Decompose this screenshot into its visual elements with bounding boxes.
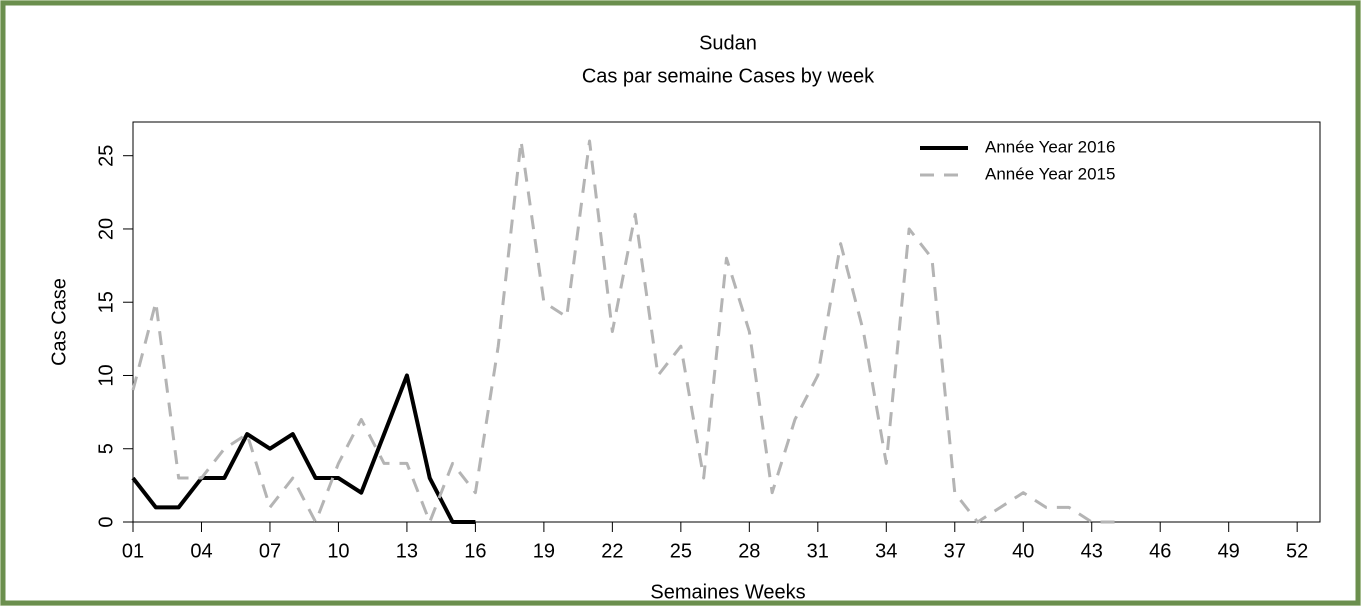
chart-title: Sudan xyxy=(699,32,757,54)
plot-area xyxy=(132,121,1321,523)
x-tick-label: 40 xyxy=(1012,540,1034,562)
x-tick-label: 46 xyxy=(1149,540,1171,562)
x-tick-label: 16 xyxy=(464,540,486,562)
x-tick-label: 04 xyxy=(190,540,212,562)
x-tick-label: 22 xyxy=(601,540,623,562)
y-tick-label: 15 xyxy=(95,291,117,313)
x-tick-label: 25 xyxy=(670,540,692,562)
x-tick-label: 28 xyxy=(738,540,760,562)
y-tick-label: 5 xyxy=(95,443,117,454)
x-tick-label: 13 xyxy=(396,540,418,562)
legend-label: Année Year 2016 xyxy=(985,137,1115,156)
x-axis-label: Semaines Weeks xyxy=(650,581,805,603)
series-line xyxy=(131,373,476,524)
x-tick-label: 34 xyxy=(875,540,897,562)
y-tick-label: 20 xyxy=(95,218,117,240)
chart-subtitle: Cas par semaine Cases by week xyxy=(582,65,875,87)
x-tick-label: 19 xyxy=(533,540,555,562)
y-tick-label: 10 xyxy=(95,364,117,386)
y-axis-label: Cas Case xyxy=(48,278,70,366)
x-tick-label: 01 xyxy=(122,540,144,562)
legend-label: Année Year 2015 xyxy=(985,164,1115,183)
y-tick-label: 0 xyxy=(95,516,117,527)
x-tick-label: 31 xyxy=(807,540,829,562)
x-tick-label: 37 xyxy=(944,540,966,562)
x-tick-label: 43 xyxy=(1081,540,1103,562)
x-tick-label: 49 xyxy=(1218,540,1240,562)
x-tick-label: 10 xyxy=(327,540,349,562)
x-tick-label: 07 xyxy=(259,540,281,562)
x-tick-label: 52 xyxy=(1286,540,1308,562)
y-tick-label: 25 xyxy=(95,145,117,167)
